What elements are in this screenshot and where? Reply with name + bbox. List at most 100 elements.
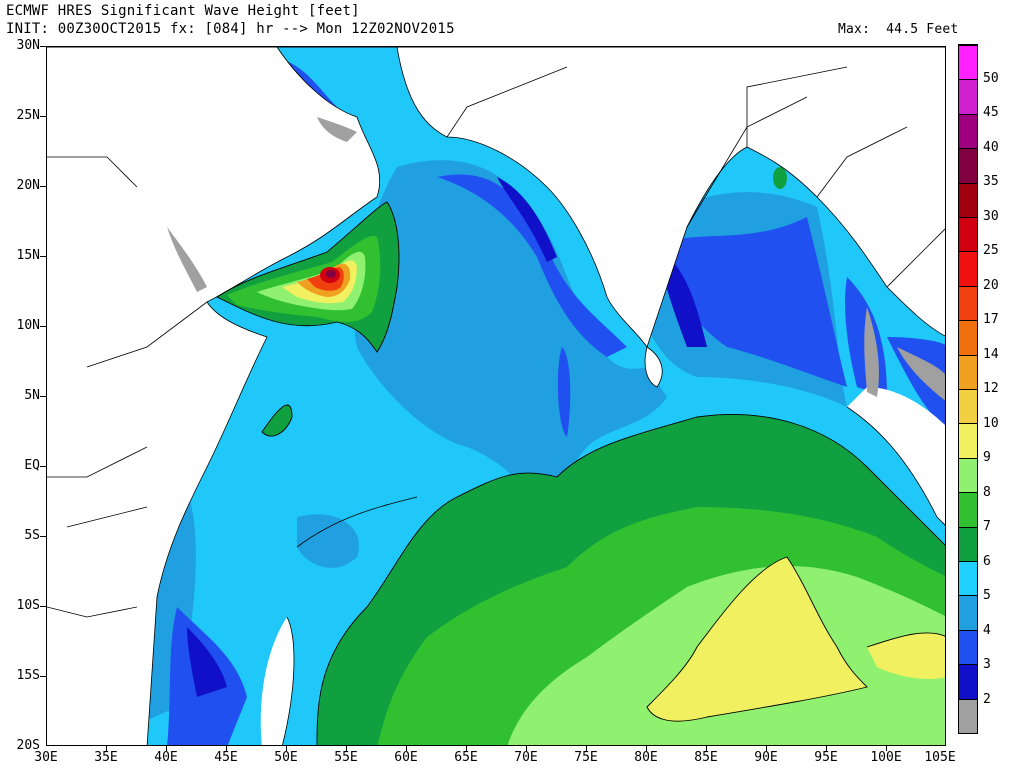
colorbar-label: 5 (983, 588, 991, 603)
colorbar-label: 8 (983, 484, 991, 500)
shallow-thailand (897, 347, 945, 401)
colorbar-label: 50 (983, 70, 999, 86)
lon-label: 65E (454, 750, 478, 765)
wave-band-9ft (647, 557, 867, 722)
colorbar-swatch (959, 216, 977, 252)
land-africa-arabia (47, 47, 380, 745)
lon-label: 85E (694, 750, 718, 765)
wave-height-map (46, 46, 946, 746)
lon-tick (286, 746, 287, 751)
colorbar-swatch (959, 182, 977, 217)
colorbar-swatch (959, 560, 977, 596)
lat-tick (40, 606, 46, 607)
colorbar-label: 12 (983, 381, 999, 396)
colorbar-label: 45 (983, 105, 999, 120)
lat-tick (40, 676, 46, 677)
lon-label: 90E (754, 750, 778, 765)
init-time-label: INIT: 00Z30OCT2015 fx: [084] hr --> Mon … (6, 21, 455, 37)
colorbar-label: 25 (983, 243, 999, 258)
lon-tick (826, 746, 827, 751)
colorbar-swatch (959, 320, 977, 355)
colorbar-label: 30 (983, 208, 999, 224)
lon-label: 45E (214, 750, 238, 765)
lat-label: 5N (24, 388, 40, 403)
lon-tick (226, 746, 227, 751)
lon-label: 80E (634, 750, 658, 765)
lon-label: 95E (814, 750, 838, 765)
lon-tick (106, 746, 107, 751)
colorbar-swatch (959, 285, 977, 321)
lat-label: 10S (16, 598, 40, 613)
lon-tick (526, 746, 527, 751)
lat-tick (40, 466, 46, 467)
wave-band-4ft-maldives (557, 347, 571, 437)
colorbar-label: 6 (983, 553, 991, 569)
colorbar-swatch (959, 698, 977, 733)
lon-tick (646, 746, 647, 751)
colorbar-label: 2 (983, 691, 991, 707)
lat-tick (40, 46, 46, 47)
land-asia (397, 47, 945, 347)
max-value-label: Max: 44.5 Feet (838, 22, 959, 37)
lat-tick (40, 186, 46, 187)
colorbar (958, 44, 978, 734)
lon-tick (706, 746, 707, 751)
lon-tick (346, 746, 347, 751)
shallow-andaman (864, 307, 879, 397)
lat-label: 20N (16, 178, 40, 193)
wave-band-9ft-east (867, 632, 945, 679)
lat-label: 25N (16, 108, 40, 123)
lon-label: 30E (34, 750, 58, 765)
land-sri-lanka (645, 347, 663, 387)
colorbar-label: 14 (983, 346, 999, 362)
lat-label: 5S (24, 528, 40, 543)
colorbar-swatch (959, 526, 977, 561)
wave-band-3ft-mozambique (187, 627, 227, 697)
colorbar-swatch (959, 664, 977, 699)
colorbar-label: 20 (983, 277, 999, 293)
land-sumatra (847, 387, 945, 525)
lon-tick (886, 746, 887, 751)
map-title: ECMWF HRES Significant Wave Height [feet… (6, 3, 360, 19)
shallow-gulf (317, 117, 357, 142)
lon-label: 40E (154, 750, 178, 765)
colorbar-label: 40 (983, 139, 999, 155)
lon-label: 75E (574, 750, 598, 765)
lon-label: 105E (924, 750, 956, 765)
lat-tick (40, 116, 46, 117)
wave-patch-bay (773, 167, 787, 189)
lon-label: 35E (94, 750, 118, 765)
lon-tick (406, 746, 407, 751)
lat-tick (40, 536, 46, 537)
lon-label: 55E (334, 750, 358, 765)
lat-tick (40, 396, 46, 397)
colorbar-swatch (959, 492, 977, 527)
wave-band-4ft-gulf-thailand (887, 337, 945, 426)
colorbar-label: 35 (983, 174, 999, 189)
contour-lines (216, 201, 945, 745)
lat-label: EQ (24, 458, 40, 473)
colorbar-label: 9 (983, 450, 991, 465)
colorbar-swatch (959, 595, 977, 630)
colorbar-label: 17 (983, 312, 999, 327)
wave-band-5ft-midocean (297, 514, 359, 568)
lon-label: 100E (870, 750, 902, 765)
colorbar-swatch (959, 79, 977, 114)
colorbar-swatch (959, 44, 977, 80)
wave-band-5ft-arabian (354, 160, 667, 518)
lat-tick (40, 326, 46, 327)
colorbar-swatch (959, 457, 977, 493)
lon-label: 60E (394, 750, 418, 765)
colorbar-swatch (959, 629, 977, 665)
shallow-red-sea (167, 227, 207, 292)
colorbar-label: 4 (983, 622, 991, 638)
lon-tick (166, 746, 167, 751)
lon-tick (466, 746, 467, 751)
colorbar-swatch (959, 354, 977, 389)
lon-label: 50E (274, 750, 298, 765)
cyclone-core-40ft (326, 270, 336, 278)
wave-band-4ft-bay (647, 217, 847, 387)
colorbar-swatch (959, 388, 977, 424)
lon-label: 70E (514, 750, 538, 765)
lat-tick (40, 256, 46, 257)
